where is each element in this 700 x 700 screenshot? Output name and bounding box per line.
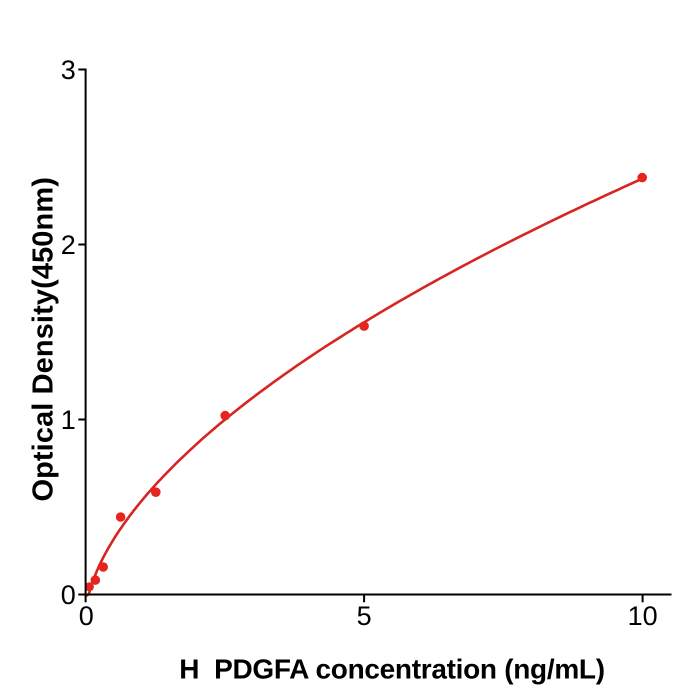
svg-text:1: 1 [61, 405, 76, 435]
svg-text:0: 0 [61, 580, 76, 610]
svg-text:Optical Density(450nm): Optical Density(450nm) [28, 177, 60, 502]
svg-text:0: 0 [79, 601, 94, 631]
svg-text:5: 5 [357, 601, 372, 631]
svg-text:3: 3 [61, 55, 76, 85]
svg-text:10: 10 [628, 601, 658, 631]
svg-text:H PDGFA concentration (ng/mL): H PDGFA concentration (ng/mL) [179, 654, 605, 685]
svg-text:2: 2 [61, 230, 76, 260]
